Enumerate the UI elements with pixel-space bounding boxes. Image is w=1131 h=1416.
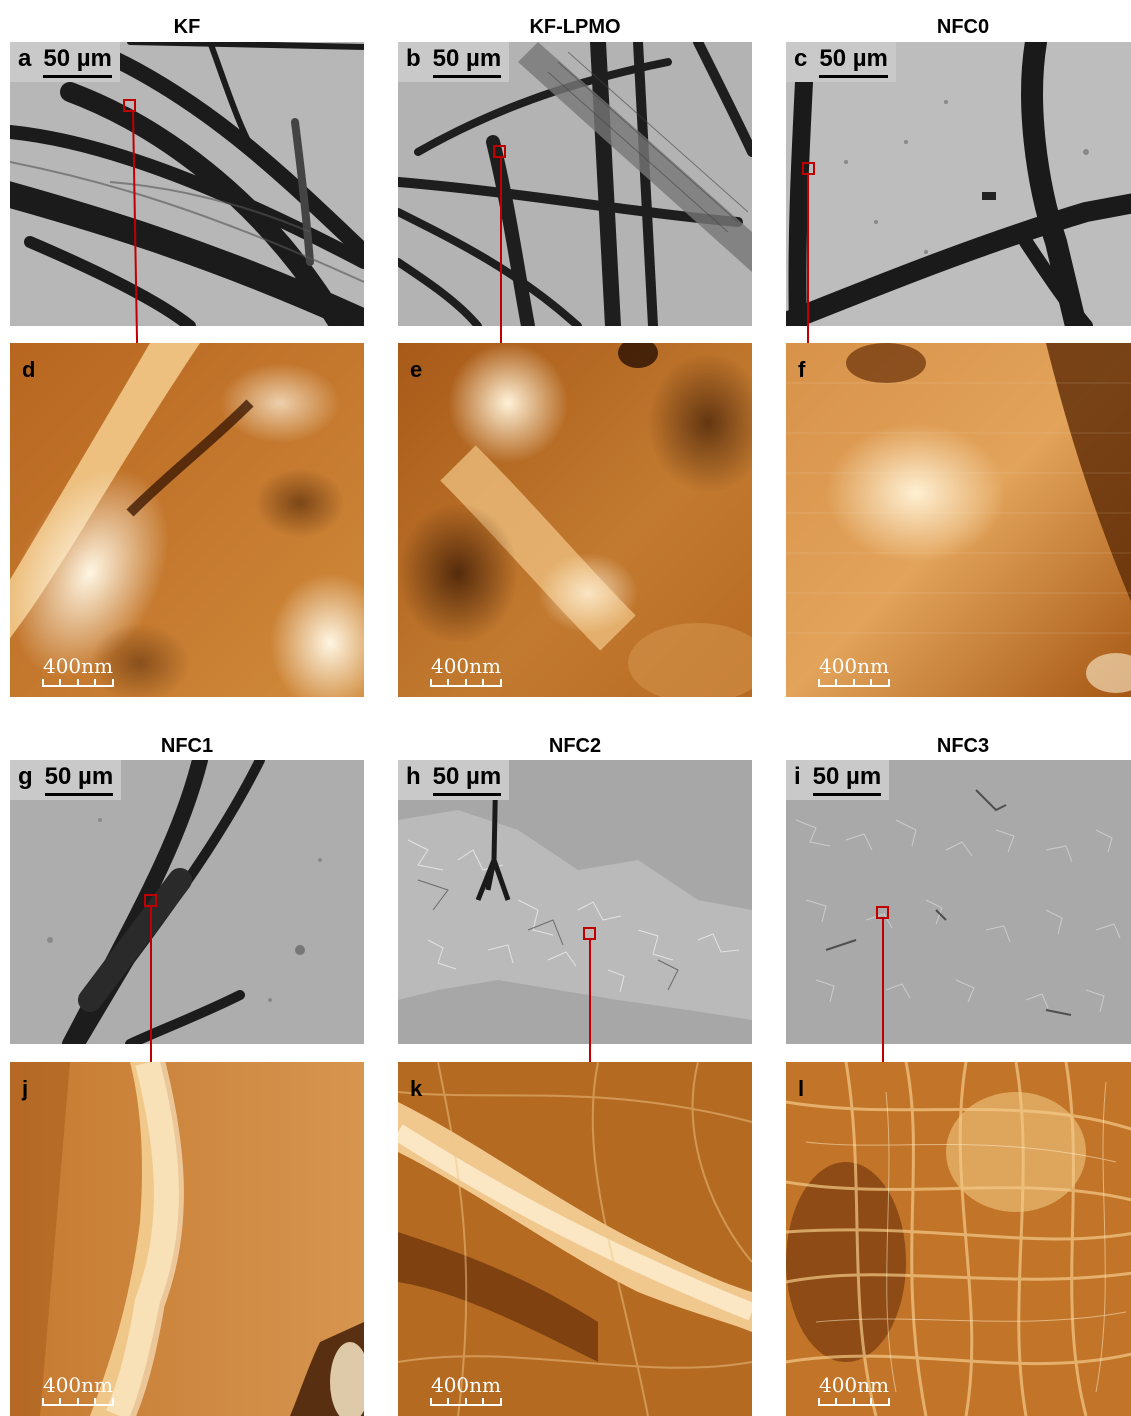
micrograph-i: i 50 µm [786,760,1131,1044]
micrograph-h-label: h 50 µm [398,760,510,800]
scale-bar-400nm: 400nm [818,655,890,687]
scale-bar-line [432,793,502,796]
panel-letter-g: g [18,763,33,790]
afm-image-f-heightmap [786,343,1131,697]
micrograph-a-label: a 50 µm [10,42,120,82]
scale-bar-50um: 50 µm [44,760,114,796]
panel-title-kf-lpmo: KF-LPMO [529,16,621,38]
panel-title-nfc3: NFC3 [936,735,990,757]
micrograph-c-label: c 50 µm [786,42,896,82]
panel-letter-b: b [406,45,421,72]
scale-bar-400nm: 400nm [818,1374,890,1406]
scale-bar-400nm: 400nm [42,655,114,687]
scale-bar-line [44,793,114,796]
afm-image-k: k 400nm [398,1062,752,1416]
micrograph-b: b 50 µm [398,42,752,326]
roi-connector-g [150,905,152,1062]
scale-bar-ruler [818,1396,890,1406]
scale-bar-text: 50 µm [43,45,112,72]
afm-image-j: j 400nm [10,1062,364,1416]
roi-connector-h [589,938,591,1062]
micrograph-i-image [786,760,1131,1044]
scale-bar-text: 50 µm [44,763,114,790]
panel-letter-k: k [410,1076,423,1101]
afm-image-e: e 400nm [398,343,752,697]
micrograph-g-image [10,760,364,1044]
scale-bar-50um: 50 µm [432,42,502,78]
panel-letter-a: a [18,45,32,72]
scale-bar-400nm: 400nm [42,1374,114,1406]
micrograph-a: a 50 µm [10,42,364,326]
scale-bar-line [812,793,882,796]
scale-bar-50um: 50 µm [819,42,888,78]
afm-image-j-heightmap [10,1062,364,1416]
afm-image-d: d 400nm [10,343,364,697]
scale-bar-ruler [818,677,890,687]
scale-bar-text: 400nm [42,1373,114,1397]
scale-bar-text: 400nm [42,654,114,678]
afm-image-f: f 400nm [786,343,1131,697]
panel-letter-j: j [22,1076,29,1101]
panel-letter-i: i [794,763,801,790]
scale-bar-text: 400nm [430,654,502,678]
panel-letter-c: c [794,45,808,72]
roi-marker-b [493,145,506,158]
micrograph-i-label: i 50 µm [786,760,890,800]
afm-image-d-heightmap [10,343,364,697]
panel-title-nfc0: NFC0 [936,16,990,38]
micrograph-b-image [398,42,752,326]
scale-bar-text: 400nm [818,1373,890,1397]
scale-bar-50um: 50 µm [812,760,882,796]
scale-bar-text: 50 µm [819,45,888,72]
micrograph-g-label: g 50 µm [10,760,122,800]
scale-bar-50um: 50 µm [43,42,112,78]
scale-bar-50um: 50 µm [432,760,502,796]
scale-bar-text: 50 µm [812,763,882,790]
afm-image-l: l 400nm [786,1062,1131,1416]
scale-bar-line [432,75,502,78]
roi-connector-c [807,173,809,343]
scale-bar-ruler [430,1396,502,1406]
micrograph-h: h 50 µm [398,760,752,1044]
panel-letter-e: e [410,357,423,382]
panel-title-nfc1: NFC1 [160,735,214,757]
panel-letter-d: d [22,357,36,382]
afm-image-l-heightmap [786,1062,1131,1416]
scale-bar-text: 50 µm [432,763,502,790]
scale-bar-ruler [430,677,502,687]
panel-letter-h: h [406,763,421,790]
scale-bar-ruler [42,1396,114,1406]
scale-bar-400nm: 400nm [430,655,502,687]
scale-bar-ruler [42,677,114,687]
roi-connector-i [882,917,884,1062]
afm-image-k-heightmap [398,1062,752,1416]
scale-bar-line [43,75,112,78]
micrograph-c-image [786,42,1131,326]
scale-bar-text: 50 µm [432,45,502,72]
scale-bar-text: 400nm [430,1373,502,1397]
afm-image-e-heightmap [398,343,752,697]
micrograph-c: c 50 µm [786,42,1131,326]
scale-bar-text: 400nm [818,654,890,678]
micrograph-h-image [398,760,752,1044]
panel-letter-f: f [798,357,806,382]
panel-title-kf: KF [173,16,201,38]
roi-connector-b [500,156,502,343]
panel-letter-l: l [798,1076,805,1101]
roi-marker-a [123,99,136,112]
scale-bar-400nm: 400nm [430,1374,502,1406]
panel-title-nfc2: NFC2 [548,735,602,757]
micrograph-b-label: b 50 µm [398,42,510,82]
scale-bar-line [819,75,888,78]
micrograph-a-image [10,42,364,326]
micrograph-g: g 50 µm [10,760,364,1044]
